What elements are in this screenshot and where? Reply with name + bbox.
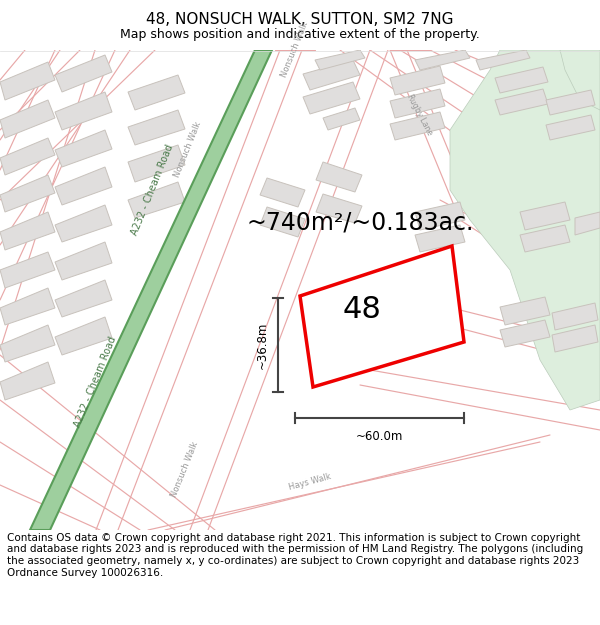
Polygon shape xyxy=(0,175,55,212)
Polygon shape xyxy=(575,212,600,235)
Polygon shape xyxy=(495,67,548,93)
Text: 48: 48 xyxy=(343,295,382,324)
Polygon shape xyxy=(0,362,55,400)
Polygon shape xyxy=(520,225,570,252)
Text: Nonsuch Walk: Nonsuch Walk xyxy=(327,326,357,384)
Polygon shape xyxy=(55,167,112,205)
Polygon shape xyxy=(316,162,362,192)
Polygon shape xyxy=(260,207,305,237)
Polygon shape xyxy=(303,60,360,90)
Polygon shape xyxy=(450,50,600,410)
Polygon shape xyxy=(30,50,272,530)
Text: ~740m²/~0.183ac.: ~740m²/~0.183ac. xyxy=(247,210,473,234)
Polygon shape xyxy=(128,110,185,145)
Polygon shape xyxy=(315,50,365,70)
Text: Nonsuch Walk: Nonsuch Walk xyxy=(173,121,203,179)
Text: Map shows position and indicative extent of the property.: Map shows position and indicative extent… xyxy=(120,28,480,41)
Polygon shape xyxy=(476,50,530,70)
Polygon shape xyxy=(415,50,470,70)
Polygon shape xyxy=(552,325,598,352)
Polygon shape xyxy=(55,280,112,317)
Polygon shape xyxy=(300,246,464,387)
Text: Nonsuch Walk: Nonsuch Walk xyxy=(280,21,310,79)
Text: A232 - Cheam Road: A232 - Cheam Road xyxy=(72,335,118,429)
Polygon shape xyxy=(323,108,360,130)
Text: ~36.8m: ~36.8m xyxy=(256,321,269,369)
Polygon shape xyxy=(500,320,550,347)
Polygon shape xyxy=(390,89,445,118)
Polygon shape xyxy=(128,145,185,182)
Text: Nonsuch Walk: Nonsuch Walk xyxy=(170,441,200,499)
Polygon shape xyxy=(260,178,305,207)
Polygon shape xyxy=(128,182,185,218)
Polygon shape xyxy=(0,325,55,362)
Polygon shape xyxy=(0,252,55,288)
Polygon shape xyxy=(55,242,112,280)
Polygon shape xyxy=(0,138,55,175)
Text: A232 - Cheam Road: A232 - Cheam Road xyxy=(129,143,175,237)
Polygon shape xyxy=(55,55,112,92)
Polygon shape xyxy=(128,75,185,110)
Polygon shape xyxy=(55,130,112,167)
Polygon shape xyxy=(546,115,595,140)
Polygon shape xyxy=(303,82,360,114)
Polygon shape xyxy=(0,100,55,138)
Polygon shape xyxy=(500,297,550,325)
Polygon shape xyxy=(55,92,112,130)
Polygon shape xyxy=(316,194,362,223)
Text: Rugby Lane: Rugby Lane xyxy=(406,93,434,137)
Text: ~60.0m: ~60.0m xyxy=(356,429,403,442)
Polygon shape xyxy=(520,202,570,230)
Polygon shape xyxy=(415,225,465,252)
Polygon shape xyxy=(55,317,112,355)
Polygon shape xyxy=(390,66,445,95)
Polygon shape xyxy=(55,205,112,242)
Polygon shape xyxy=(0,288,55,325)
Polygon shape xyxy=(495,89,548,115)
Text: Contains OS data © Crown copyright and database right 2021. This information is : Contains OS data © Crown copyright and d… xyxy=(7,532,583,578)
Polygon shape xyxy=(390,112,445,140)
Polygon shape xyxy=(560,50,600,110)
Polygon shape xyxy=(546,90,595,115)
Polygon shape xyxy=(0,212,55,250)
Text: Hays Walk: Hays Walk xyxy=(288,472,332,492)
Polygon shape xyxy=(0,62,55,100)
Polygon shape xyxy=(415,202,465,230)
Polygon shape xyxy=(552,303,598,330)
Text: 48, NONSUCH WALK, SUTTON, SM2 7NG: 48, NONSUCH WALK, SUTTON, SM2 7NG xyxy=(146,12,454,28)
